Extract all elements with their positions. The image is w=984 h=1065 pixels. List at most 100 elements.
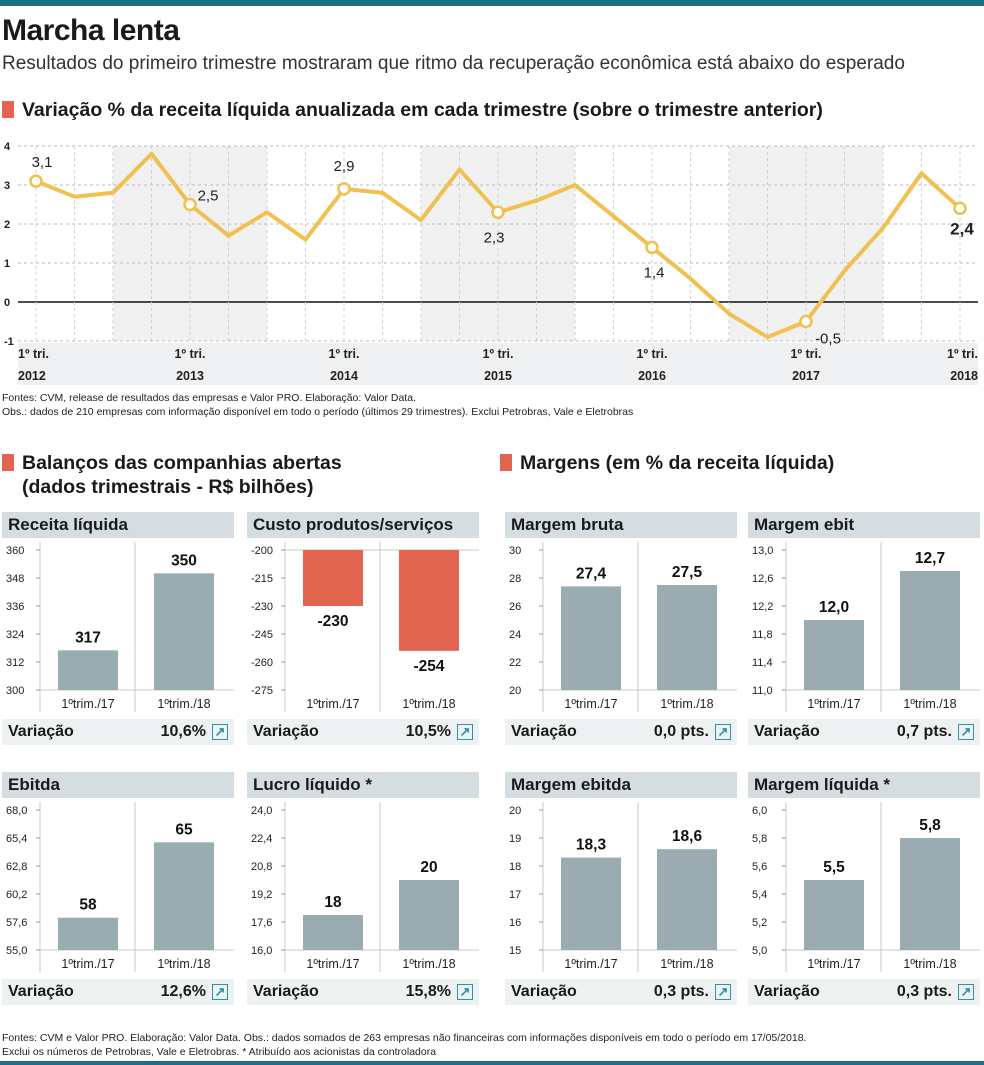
y-tick-label: 3 [4, 180, 10, 192]
page-subtitle: Resultados do primeiro trimestre mostrar… [2, 53, 905, 74]
y-tick-label: 57,6 [6, 917, 27, 929]
up-arrow-icon: ↗ [715, 724, 731, 740]
line-chart-heading-text: Variação % da receita líquida anualizada… [22, 99, 823, 121]
variation-value: 10,6% [160, 723, 206, 740]
panel-lucro-liquido: Lucro líquido * 24,0 22,4 20,8 19,2 17,6 16,0 1… [247, 772, 479, 1012]
y-tick-label: 24,0 [251, 805, 272, 817]
x-tick-year: 2017 [792, 369, 820, 383]
variation-row: Variação 0,3 pts. ↗ [505, 979, 737, 1005]
y-tick-label: 55,0 [6, 945, 27, 957]
y-tick-label: 360 [6, 545, 24, 557]
bar [303, 550, 363, 606]
bar-value-label: 5,5 [823, 859, 845, 876]
panel-title: Ebitda [2, 772, 234, 798]
x-category-label: 1ºtrim./17 [61, 957, 114, 971]
y-tick-label: 5,8 [752, 833, 767, 845]
y-tick-label: -230 [251, 601, 273, 613]
variation-value: 0,3 pts. [653, 983, 709, 1000]
y-tick-label: 18 [509, 861, 521, 873]
up-arrow-icon: ↗ [212, 984, 228, 1000]
bar [58, 917, 118, 950]
x-category-label: 1ºtrim./17 [807, 697, 860, 711]
x-tick-quarter: 1º tri. [483, 347, 514, 361]
data-point-marker [645, 240, 659, 255]
bar-value-label: 27,4 [576, 565, 607, 582]
y-tick-label: -200 [251, 545, 273, 557]
y-tick-label: 60,2 [6, 889, 27, 901]
line-chart-obs-note: Obs.: dados de 210 empresas com informaç… [2, 406, 634, 418]
bar [657, 849, 717, 950]
up-arrow-icon: ↗ [958, 984, 974, 1000]
x-category-label: 1ºtrim./17 [564, 697, 617, 711]
panel-title: Lucro líquido * [247, 772, 479, 798]
x-tick-quarter: 1º tri. [18, 347, 49, 361]
x-tick-year: 2018 [950, 369, 978, 383]
y-tick-label: 17 [509, 889, 521, 901]
y-tick-label: 12,6 [752, 573, 773, 585]
top-accent-bar [0, 0, 984, 6]
data-point-marker [491, 205, 505, 220]
y-tick-label: 0 [4, 297, 10, 309]
y-tick-label: 24 [509, 629, 521, 641]
y-tick-label: -245 [251, 629, 273, 641]
x-tick-year: 2012 [18, 369, 46, 383]
y-tick-label: 16 [509, 917, 521, 929]
y-tick-label: 19 [509, 833, 521, 845]
variation-row: Variação 10,6% ↗ [2, 719, 234, 745]
bar [399, 880, 459, 950]
x-axis-band [18, 343, 978, 385]
y-tick-label: 4 [4, 141, 11, 153]
bar-value-label: 65 [175, 821, 193, 838]
panel-title: Custo produtos/serviços [247, 512, 479, 538]
data-label: -0,5 [815, 331, 841, 348]
variation-row: Variação 10,5% ↗ [247, 719, 479, 745]
panel-ebitda: Ebitda 68,0 65,4 62,8 60,2 57,6 55,0 58 1ºtrim./… [2, 772, 234, 1012]
bar-value-label: 350 [171, 552, 197, 569]
balances-heading-line1: Balanços das companhias abertas [22, 452, 342, 474]
bar-chart-margem-liquida: 6,0 5,8 5,6 5,4 5,2 5,0 5,5 1ºtrim./17 5,8 1ºtrim… [752, 802, 980, 972]
bar-chart-margem-bruta: 30 28 26 24 22 20 27,4 1ºtrim./17 27,5 1ºtrim./18 [509, 542, 737, 712]
data-point-marker [799, 314, 813, 329]
y-tick-label: 11,4 [752, 657, 773, 669]
variation-value: 15,8% [405, 983, 451, 1000]
line-chart-source-note: Fontes: CVM, release de resultados das e… [2, 392, 416, 404]
y-tick-label: 312 [6, 657, 24, 669]
data-point-marker [337, 182, 351, 196]
data-label: 2,4 [950, 219, 974, 238]
variation-row: Variação 0,7 pts. ↗ [748, 719, 980, 745]
panel-margem-liquida: Margem líquida * 6,0 5,8 5,6 5,4 5,2 5,0 5,5 1ºt… [748, 772, 980, 1012]
y-tick-label: 22,4 [251, 833, 272, 845]
panel-margem-ebit: Margem ebit 13,0 12,6 12,2 11,8 11,4 11,0 12,0 1… [748, 512, 980, 752]
variation-row: Variação 15,8% ↗ [247, 979, 479, 1005]
variation-label: Variação [253, 983, 319, 1000]
bar [154, 842, 214, 950]
variation-value: 0,3 pts. [896, 983, 952, 1000]
variation-label: Variação [754, 723, 820, 740]
footer-source-note: Fontes: CVM e Valor PRO. Elaboração: Val… [2, 1032, 807, 1044]
bar-chart-margem-ebitda: 20 19 18 17 16 15 18,3 1ºtrim./17 18,6 1ºtrim./18 [509, 802, 737, 972]
x-tick-quarter: 1º tri. [329, 347, 360, 361]
y-tick-label: 20 [509, 805, 521, 817]
variation-row: Variação 0,3 pts. ↗ [748, 979, 980, 1005]
y-tick-label: 5,0 [752, 945, 767, 957]
bar-value-label: 20 [420, 859, 437, 876]
x-category-label: 1ºtrim./18 [402, 957, 455, 971]
bar [399, 550, 459, 651]
panel-receita-liquida: Receita líquida 360 348 336 324 312 300 317 1ºtr… [2, 512, 234, 752]
bar-value-label: 12,0 [819, 599, 849, 616]
bar [58, 650, 118, 690]
bar-chart-margem-ebit: 13,0 12,6 12,2 11,8 11,4 11,0 12,0 1ºtrim./17 12… [752, 542, 980, 712]
y-tick-label: 12,2 [752, 601, 773, 613]
bottom-accent-bar [0, 1061, 984, 1065]
section-marker-square [2, 101, 14, 118]
y-tick-label: 5,4 [752, 889, 767, 901]
variation-label: Variação [511, 723, 577, 740]
bar-value-label: 317 [75, 629, 101, 646]
y-tick-label: 16,0 [251, 945, 272, 957]
x-category-label: 1ºtrim./17 [61, 697, 114, 711]
y-tick-label: -1 [4, 336, 14, 348]
y-tick-label: 348 [6, 573, 24, 585]
x-tick-quarter: 1º tri. [637, 347, 668, 361]
variation-label: Variação [253, 723, 319, 740]
bar-chart-receita-liquida: 360 348 336 324 312 300 317 1ºtrim./17 350 1ºtrim… [6, 542, 234, 712]
